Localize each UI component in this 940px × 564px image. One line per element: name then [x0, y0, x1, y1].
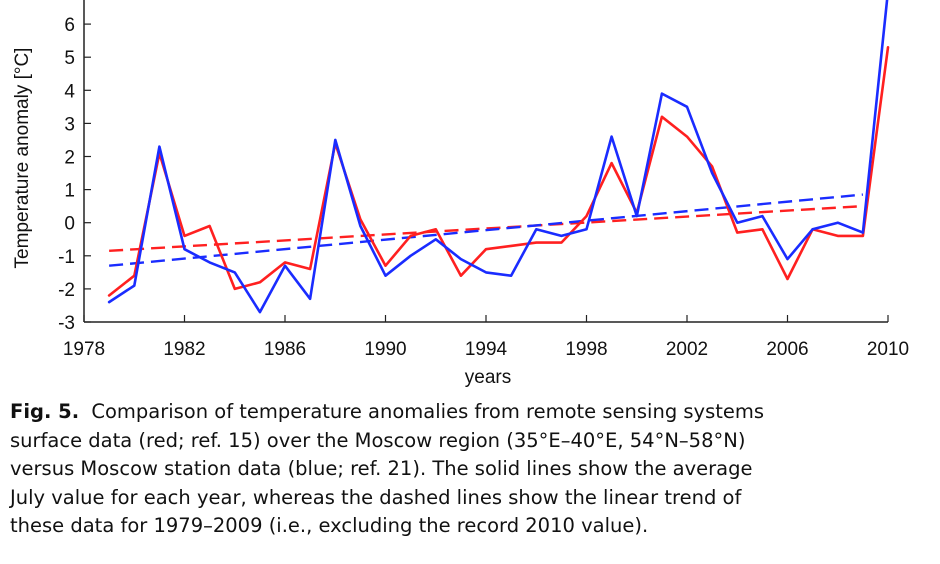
x-tick-label: 2006 — [766, 339, 808, 360]
x-tick-label: 1994 — [465, 339, 508, 360]
trend-lines — [109, 193, 863, 267]
caption-text: surface data (red; ref. 15) over the Mos… — [10, 428, 746, 452]
x-tick-label: 1998 — [565, 339, 607, 360]
trend-line — [109, 193, 863, 267]
temperature-anomaly-chart: -3 -2 -1 0 1 2 3 4 5 6 1978 1982 1986 1990 1994 1998 200… — [12, 0, 909, 388]
caption-text: Comparison of temperature anomalies from… — [91, 400, 765, 423]
figure-label: Fig. 5. — [10, 400, 80, 423]
x-tick-label: 1978 — [63, 339, 105, 360]
x-tick-label: 2010 — [867, 339, 909, 360]
y-axis-title: Temperature anomaly [°C] — [12, 48, 33, 269]
x-tick-label: 2002 — [666, 339, 708, 360]
y-tick-label: -3 — [58, 313, 75, 334]
y-tick-label: 4 — [64, 81, 75, 102]
series-lines — [107, 0, 890, 314]
trend-line — [109, 204, 863, 253]
y-tick-label: 6 — [64, 15, 75, 36]
y-tick-label: -2 — [58, 280, 75, 301]
y-tick-label: -1 — [58, 247, 75, 268]
figure-caption: Fig. 5. Comparison of temperature anomal… — [10, 398, 930, 541]
y-tick-label: 0 — [64, 214, 75, 235]
y-tick-label: 3 — [64, 114, 75, 135]
series-line — [107, 45, 890, 297]
x-axis-title: years — [465, 367, 511, 388]
caption-text: versus Moscow station data (blue; ref. 2… — [10, 457, 753, 480]
y-tick-label: 2 — [64, 148, 75, 169]
y-tick-label: 1 — [64, 181, 75, 202]
x-tick-label: 1986 — [264, 339, 306, 360]
y-tick-label: 5 — [64, 48, 75, 69]
axes: -3 -2 -1 0 1 2 3 4 5 6 1978 1982 1986 1990 1994 1998 200… — [58, 0, 909, 360]
caption-text: these data for 1979–2009 (i.e., excludin… — [10, 514, 649, 537]
x-tick-label: 1990 — [364, 339, 406, 360]
series-line — [107, 0, 889, 314]
caption-text: July value for each year, whereas the da… — [10, 485, 742, 509]
x-tick-label: 1982 — [163, 339, 205, 360]
caption-line: Fig. 5. Comparison of temperature anomal… — [10, 398, 930, 427]
